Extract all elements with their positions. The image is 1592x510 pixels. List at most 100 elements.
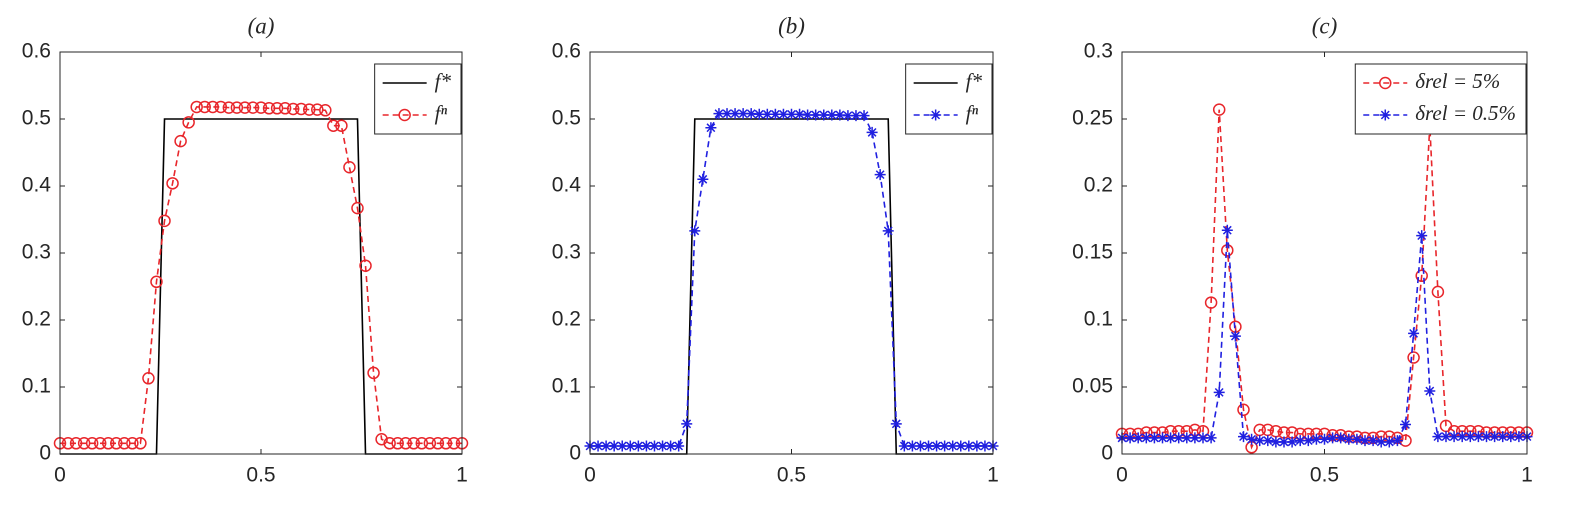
marker xyxy=(850,110,862,122)
marker xyxy=(1391,435,1403,447)
legend-label: fⁿ xyxy=(435,101,448,125)
marker xyxy=(254,101,268,114)
marker xyxy=(407,437,421,450)
marker xyxy=(391,437,404,450)
marker xyxy=(311,103,324,116)
marker xyxy=(1181,432,1193,444)
marker xyxy=(794,108,806,120)
marker xyxy=(1262,435,1274,447)
marker xyxy=(423,437,437,450)
marker xyxy=(592,440,604,452)
legend-marker xyxy=(398,108,411,122)
marker xyxy=(1157,432,1168,444)
y-tick-label: 0.2 xyxy=(22,308,51,331)
legend-box xyxy=(1354,63,1527,135)
marker xyxy=(906,440,918,452)
legend-label: f* xyxy=(966,69,983,93)
marker xyxy=(1205,432,1217,444)
marker xyxy=(343,160,356,174)
marker xyxy=(190,100,203,114)
subplot: (b) 0 0.1 0.2 0.3 0.4 0.5 0.6 0 0.5 1 f* fⁿ xyxy=(552,13,999,486)
marker xyxy=(1197,432,1209,444)
marker xyxy=(769,108,781,120)
legend-label: f* xyxy=(435,69,452,93)
axes-box xyxy=(1121,51,1528,455)
marker xyxy=(367,366,380,380)
x-tick-label: 0 xyxy=(1116,464,1128,487)
marker xyxy=(979,440,991,452)
y-tick-label: 0.3 xyxy=(1084,40,1113,63)
marker xyxy=(834,109,846,121)
marker xyxy=(270,102,284,115)
marker xyxy=(786,108,797,120)
marker xyxy=(222,101,236,114)
axes-box xyxy=(59,51,463,455)
marker xyxy=(61,437,75,450)
marker xyxy=(1415,269,1428,283)
marker xyxy=(278,102,292,115)
subplot: (a) 0 0.1 0.2 0.3 0.4 0.5 0.6 0 0.5 1 f* fⁿ xyxy=(22,13,469,487)
marker xyxy=(101,437,115,450)
y-tick-label: 0 xyxy=(39,442,51,465)
marker xyxy=(681,418,693,430)
marker xyxy=(1416,230,1428,242)
marker xyxy=(1472,431,1484,443)
marker xyxy=(939,440,951,452)
marker xyxy=(383,437,396,450)
legend: f* fⁿ xyxy=(374,63,462,135)
marker xyxy=(1335,432,1347,444)
x-tick-label: 0.5 xyxy=(246,464,275,487)
marker xyxy=(898,440,910,452)
marker xyxy=(1432,431,1444,443)
marker xyxy=(1456,431,1468,443)
marker xyxy=(1367,435,1379,447)
marker xyxy=(1351,433,1363,445)
legend-label: fⁿ xyxy=(966,101,979,125)
marker xyxy=(713,108,725,120)
marker xyxy=(126,437,139,450)
marker xyxy=(697,173,709,185)
marker xyxy=(624,440,636,452)
marker xyxy=(1319,433,1330,445)
x-tick-label: 1 xyxy=(456,464,468,487)
marker xyxy=(1237,403,1250,417)
y-tick-label: 0.2 xyxy=(552,308,581,331)
marker xyxy=(955,440,967,452)
marker xyxy=(721,108,733,120)
marker xyxy=(431,437,445,450)
marker xyxy=(415,437,429,450)
x-tick-label: 0.5 xyxy=(777,464,806,487)
legend-marker xyxy=(1379,109,1391,121)
marker xyxy=(1481,431,1492,443)
marker xyxy=(359,259,372,272)
marker xyxy=(262,102,276,115)
marker xyxy=(375,433,388,446)
y-tick-label: 0.25 xyxy=(1072,107,1113,130)
y-tick-label: 0.05 xyxy=(1072,375,1113,398)
marker xyxy=(947,440,959,452)
marker xyxy=(1221,224,1233,236)
marker xyxy=(818,109,830,121)
marker xyxy=(142,372,155,385)
y-tick-label: 0.15 xyxy=(1072,241,1113,264)
marker xyxy=(286,102,300,116)
marker xyxy=(1400,419,1411,431)
marker xyxy=(1343,433,1355,445)
marker xyxy=(632,440,644,452)
y-tick-label: 0.4 xyxy=(552,174,582,197)
marker xyxy=(439,437,453,450)
marker xyxy=(1173,432,1185,444)
y-tick-label: 0.1 xyxy=(1084,308,1113,331)
marker xyxy=(971,440,983,452)
y-tick-label: 0.1 xyxy=(552,375,581,398)
marker xyxy=(1310,433,1322,445)
marker xyxy=(1431,285,1445,299)
marker xyxy=(882,225,894,237)
x-tick-label: 0.5 xyxy=(1310,464,1339,487)
y-tick-label: 0.2 xyxy=(1084,174,1113,197)
marker xyxy=(963,440,975,452)
marker xyxy=(761,108,773,120)
marker xyxy=(150,275,163,289)
marker xyxy=(238,101,252,114)
